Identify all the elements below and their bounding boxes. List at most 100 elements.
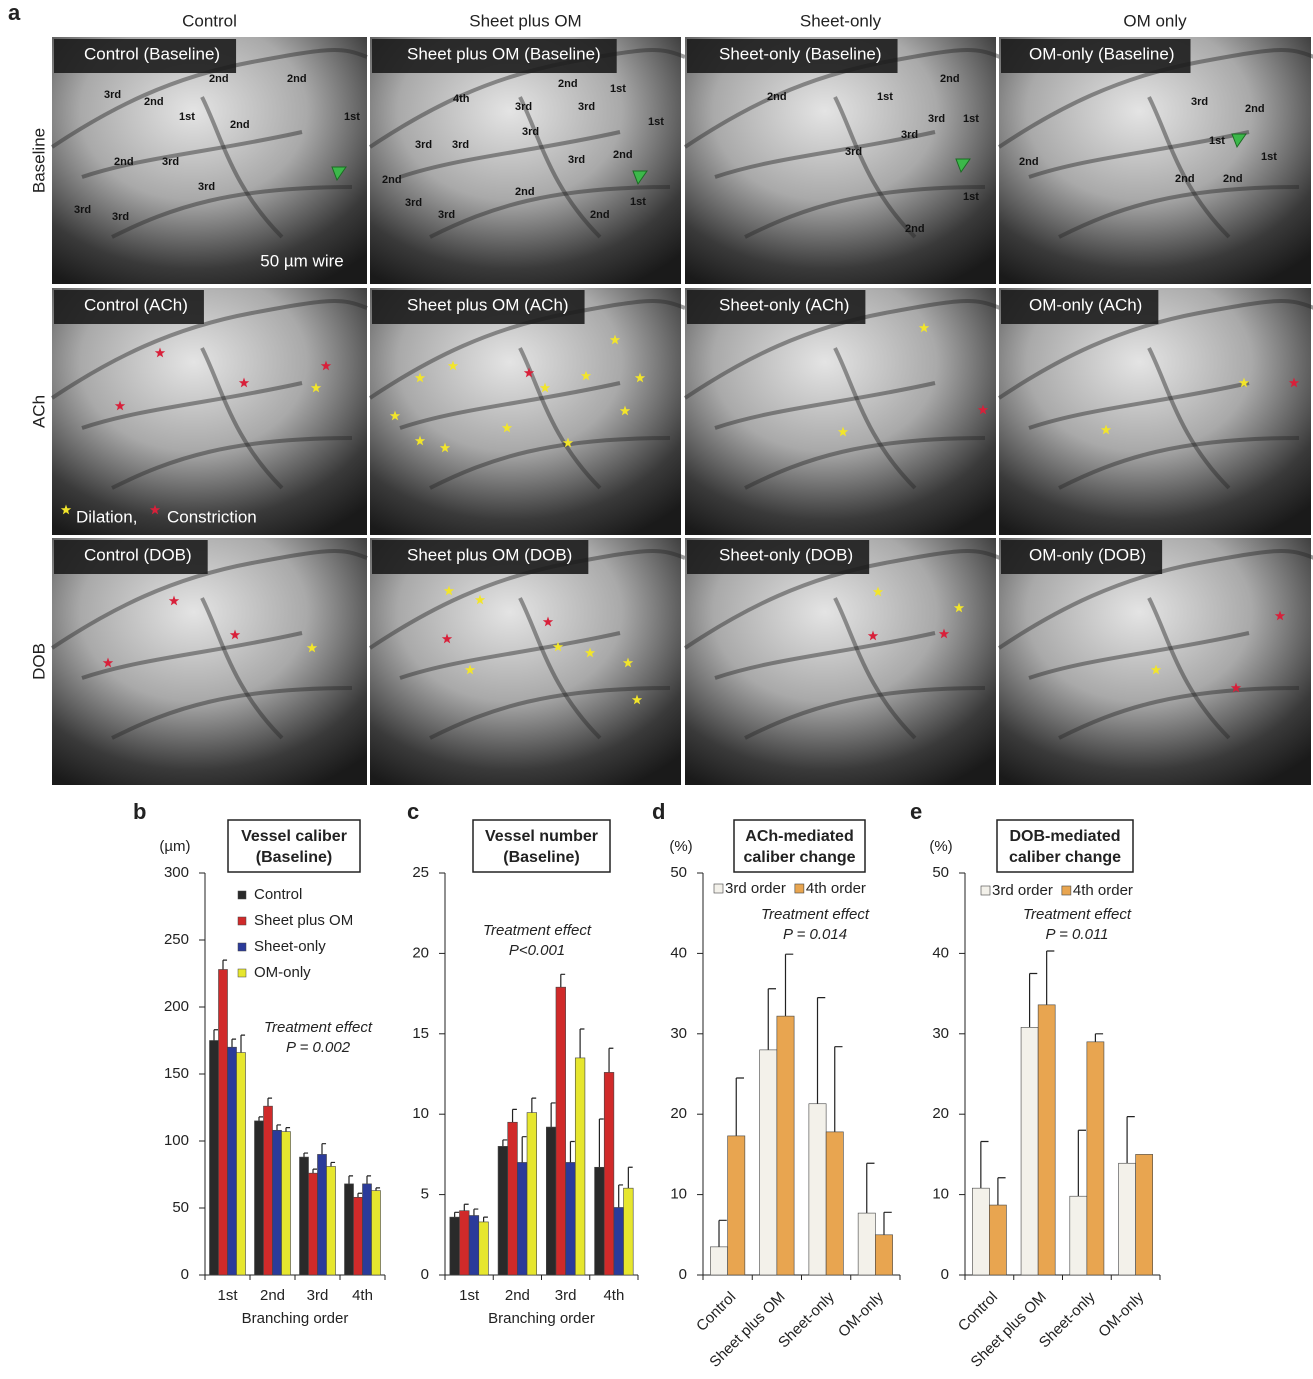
error-bar <box>521 1136 527 1163</box>
micrograph <box>999 37 1311 284</box>
bar <box>459 1210 470 1276</box>
marker-star <box>562 437 574 448</box>
bar <box>776 1015 795 1276</box>
marker-star <box>102 657 114 668</box>
bar <box>1118 1162 1136 1276</box>
branch-order-label: 2nd <box>230 119 250 131</box>
bar <box>808 1103 827 1276</box>
x-tick-label: 1st <box>459 1287 480 1304</box>
y-tick-label: 50 <box>670 864 687 881</box>
legend-swatch <box>980 885 991 896</box>
vessel <box>200 96 284 239</box>
branch-order-label: 1st <box>963 113 979 125</box>
bar <box>857 1212 876 1276</box>
arrowhead <box>1231 133 1247 149</box>
marker-star <box>114 400 126 411</box>
title-box <box>472 819 611 873</box>
caption-tab <box>687 290 866 324</box>
error-bar <box>1028 972 1038 1028</box>
micrograph <box>685 288 996 535</box>
bar <box>574 1057 586 1276</box>
image-caption: OM-only (DOB) <box>1029 545 1146 564</box>
legend-label: 4th order <box>1073 882 1133 899</box>
vessel <box>714 631 936 680</box>
error-bar <box>231 1038 237 1048</box>
branch-order-label: 1st <box>179 111 195 123</box>
branch-order-label: 2nd <box>590 209 610 221</box>
vessel <box>1058 686 1300 740</box>
y-tick-label: 0 <box>941 1266 949 1283</box>
error-bar <box>1046 950 1055 1005</box>
vessel <box>997 549 1313 650</box>
bar <box>710 1246 728 1276</box>
micrograph <box>52 37 367 284</box>
vessel <box>50 549 368 650</box>
vessel <box>429 185 671 239</box>
image-caption: Sheet-only (Baseline) <box>719 44 882 63</box>
micrograph <box>999 538 1311 785</box>
error-bar <box>502 1139 508 1147</box>
column-header: Sheet plus OM <box>469 11 581 30</box>
bar <box>209 1040 219 1276</box>
marker-star <box>631 694 643 705</box>
marker-star <box>552 641 564 652</box>
error-bar <box>267 1097 273 1107</box>
image-caption: Sheet plus OM (Baseline) <box>407 44 601 63</box>
y-tick-label: 10 <box>412 1105 429 1122</box>
error-bar <box>866 1162 875 1214</box>
vessel <box>833 347 917 490</box>
branch-order-label: 2nd <box>1019 156 1039 168</box>
x-tick-label: 2nd <box>260 1287 285 1304</box>
branch-order-label: 3rd <box>104 89 121 101</box>
vessel <box>744 686 986 740</box>
title-box <box>733 819 866 873</box>
error-bar <box>560 973 566 988</box>
legend-swatch <box>237 942 247 952</box>
branch-order-label: 3rd <box>578 101 595 113</box>
bar <box>317 1154 327 1276</box>
legend-label: OM-only <box>254 964 311 981</box>
branch-order-label: 2nd <box>613 149 633 161</box>
marker-star <box>977 404 989 415</box>
bar <box>1069 1195 1088 1276</box>
y-axis-label: (%) <box>669 838 692 855</box>
column-header: Control <box>182 11 237 30</box>
micrograph <box>52 538 367 785</box>
bar <box>227 1046 237 1276</box>
branch-order-label: 2nd <box>515 186 535 198</box>
x-tick-label: Control <box>955 1289 1001 1335</box>
chart-subtitle: (Baseline) <box>256 849 332 866</box>
error-bar <box>784 953 794 1017</box>
y-tick-label: 100 <box>164 1132 189 1149</box>
arrowhead <box>331 166 347 182</box>
legend-dilation: Dilation, <box>76 507 137 526</box>
branch-order-label: 1st <box>344 111 360 123</box>
marker-star <box>441 633 453 644</box>
vessel <box>997 299 1313 400</box>
chart-title: Vessel caliber <box>241 828 347 845</box>
error-bar <box>511 1108 517 1123</box>
y-tick-label: 0 <box>679 1266 687 1283</box>
legend-swatch <box>713 883 724 894</box>
branch-order-label: 3rd <box>1191 96 1208 108</box>
marker-star <box>953 602 965 613</box>
error-bar <box>608 1047 614 1073</box>
error-bar <box>1077 1129 1087 1197</box>
error-bar <box>627 1166 633 1189</box>
marker-star <box>619 405 631 416</box>
annotation: Treatment effect <box>483 922 592 939</box>
x-tick-label: 3rd <box>555 1287 577 1304</box>
y-tick-label: 10 <box>932 1186 949 1203</box>
panel-letter: a <box>8 0 21 25</box>
branch-order-label: 3rd <box>452 139 469 151</box>
caption-tab <box>687 540 870 574</box>
error-bar <box>735 1077 745 1136</box>
marker-star <box>60 504 72 515</box>
panel-letter: b <box>133 799 146 824</box>
branch-order-label: 1st <box>1209 135 1225 147</box>
marker-star <box>168 595 180 606</box>
y-tick-label: 5 <box>421 1186 429 1203</box>
error-bar <box>330 1161 336 1167</box>
y-tick-label: 30 <box>670 1025 687 1042</box>
legend-label: 3rd order <box>992 882 1053 899</box>
